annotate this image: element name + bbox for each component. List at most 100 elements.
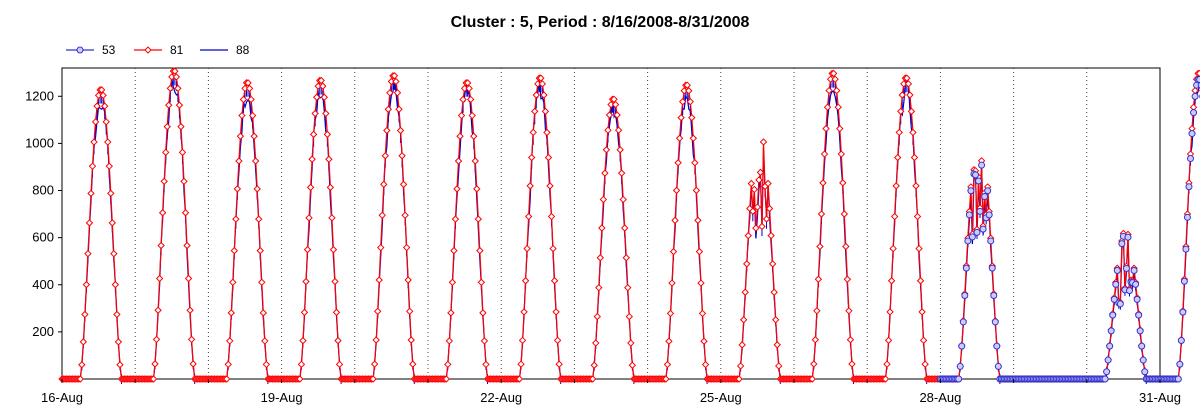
series-53-marker: [1139, 356, 1147, 364]
series-81-marker: [808, 375, 817, 383]
series-81-marker: [79, 338, 88, 346]
legend-label: 81: [170, 43, 184, 57]
series-81-marker: [236, 132, 245, 140]
series-81-marker: [624, 283, 632, 292]
series-81-marker: [663, 360, 672, 369]
series-81-marker: [88, 162, 97, 170]
series-53-marker: [1174, 375, 1182, 383]
series-81-marker: [695, 247, 704, 256]
series-81-marker: [174, 84, 182, 93]
series-81-marker: [383, 126, 391, 135]
series-81-marker: [105, 162, 113, 170]
series-53-marker: [1188, 130, 1196, 138]
series-81-marker: [688, 113, 696, 122]
series-81-marker: [84, 249, 92, 258]
series-81-marker: [817, 210, 826, 218]
series-81-marker: [149, 375, 158, 383]
x-axis: 16-Aug 19-Aug 22-Aug 25-Aug 28-Aug 31-Aug: [41, 379, 1181, 405]
series-81-marker: [593, 312, 601, 321]
series-53-marker: [1130, 266, 1138, 274]
series-81-marker: [816, 242, 824, 251]
series-81-marker: [306, 183, 315, 192]
series-53-marker: [1101, 375, 1109, 383]
series-81-marker: [529, 128, 537, 137]
series-81-marker: [97, 86, 106, 94]
series-81-marker: [909, 128, 917, 137]
series-53-marker: [1109, 311, 1117, 319]
series-81-marker: [114, 338, 123, 346]
series-81-marker: [370, 360, 379, 368]
legend-label: 53: [102, 43, 116, 57]
series-81-marker: [675, 134, 684, 142]
series-53-marker: [1182, 245, 1190, 253]
series-81-marker: [739, 316, 748, 324]
chart-title: Cluster : 5, Period : 8/16/2008-8/31/200…: [451, 14, 750, 31]
series-81-marker: [755, 176, 763, 184]
series-layer: [58, 67, 1200, 384]
series-81-marker: [897, 107, 905, 116]
series-81-marker: [617, 169, 626, 177]
series-81-marker: [396, 126, 405, 135]
series-81-marker: [161, 148, 170, 157]
series-53-marker: [1124, 233, 1132, 241]
series-81-marker: [322, 109, 330, 118]
series-81-marker: [883, 360, 891, 368]
series-81-marker: [373, 307, 382, 316]
series-81-marker: [398, 152, 406, 160]
series-81-marker: [448, 278, 457, 287]
series-81-marker: [465, 84, 473, 93]
x-tick-label: 16-Aug: [41, 390, 83, 405]
y-tick-label: 400: [32, 277, 54, 292]
series-81-marker: [683, 81, 691, 89]
series-81-marker: [831, 75, 839, 83]
series-81-marker: [334, 336, 342, 345]
series-53-marker: [1187, 155, 1194, 163]
series-81-marker: [590, 361, 598, 369]
series-81-marker: [686, 97, 695, 106]
series-81-marker: [297, 360, 306, 369]
series-81-marker: [771, 316, 780, 324]
y-tick-label: 800: [32, 183, 54, 198]
series-81-marker: [261, 337, 269, 345]
series-81-marker: [892, 182, 900, 190]
series-81-marker: [546, 182, 554, 190]
series-53-marker: [965, 211, 973, 219]
series-81-marker: [674, 159, 682, 167]
series-81-marker: [842, 242, 850, 251]
series-81-marker: [775, 362, 783, 370]
series-81-marker: [749, 207, 757, 215]
series-81-marker: [820, 150, 829, 158]
series-81-marker: [904, 80, 913, 88]
series-81-marker: [311, 109, 319, 118]
series-81-marker: [402, 243, 411, 252]
series-53-marker: [1176, 360, 1184, 368]
series-81-marker: [669, 247, 678, 256]
series-81-marker: [916, 277, 925, 285]
y-tick-label: 600: [32, 230, 54, 245]
series-81-marker: [381, 152, 390, 160]
series-81-marker: [407, 336, 415, 344]
series-81-marker: [111, 280, 120, 289]
series-81-marker: [116, 361, 124, 369]
legend-item: 53: [66, 43, 116, 57]
series-81-marker: [845, 307, 853, 315]
series-81-marker: [701, 360, 710, 369]
series-81-marker: [78, 361, 86, 369]
series-81-marker: [325, 155, 333, 163]
series-81-marker: [601, 169, 609, 177]
series-81-marker: [823, 103, 832, 111]
series-81-marker: [468, 111, 476, 120]
series-81-marker: [910, 153, 919, 162]
series-81-marker: [463, 79, 472, 87]
series-81-marker: [697, 279, 705, 287]
series-81-marker: [613, 111, 621, 119]
series-81-marker: [671, 216, 679, 225]
series-81-marker: [395, 105, 403, 113]
x-tick-label: 22-Aug: [480, 390, 522, 405]
series-53-marker: [1103, 368, 1111, 376]
series-81-marker: [592, 339, 600, 347]
series-81-marker: [308, 155, 316, 163]
series-81-marker: [666, 309, 675, 318]
legend-marker: [144, 46, 152, 54]
